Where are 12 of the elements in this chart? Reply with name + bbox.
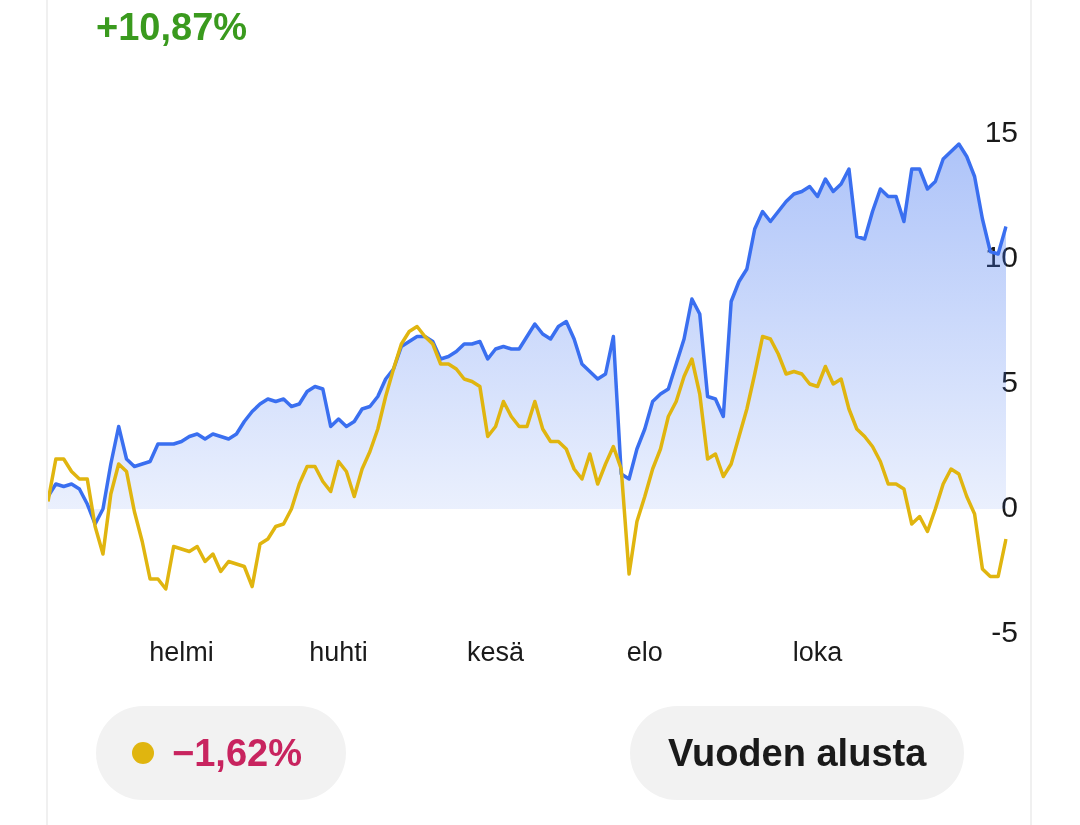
y-tick-label: -5 (991, 615, 1018, 649)
x-tick-label: helmi (149, 637, 214, 668)
text: Vuoden alusta (668, 731, 927, 775)
y-tick-label: 0 (1001, 490, 1018, 524)
chart-title: +10,87% (96, 6, 248, 49)
x-tick-label: loka (792, 637, 844, 668)
y-tick-label: 5 (1001, 365, 1018, 399)
x-tick-label: huhti (309, 637, 368, 668)
x-tick-label: kesä (467, 637, 526, 668)
text: −1,62% (172, 731, 302, 775)
x-tick-label: elo (626, 637, 663, 668)
y-tick-label: 15 (984, 115, 1018, 149)
